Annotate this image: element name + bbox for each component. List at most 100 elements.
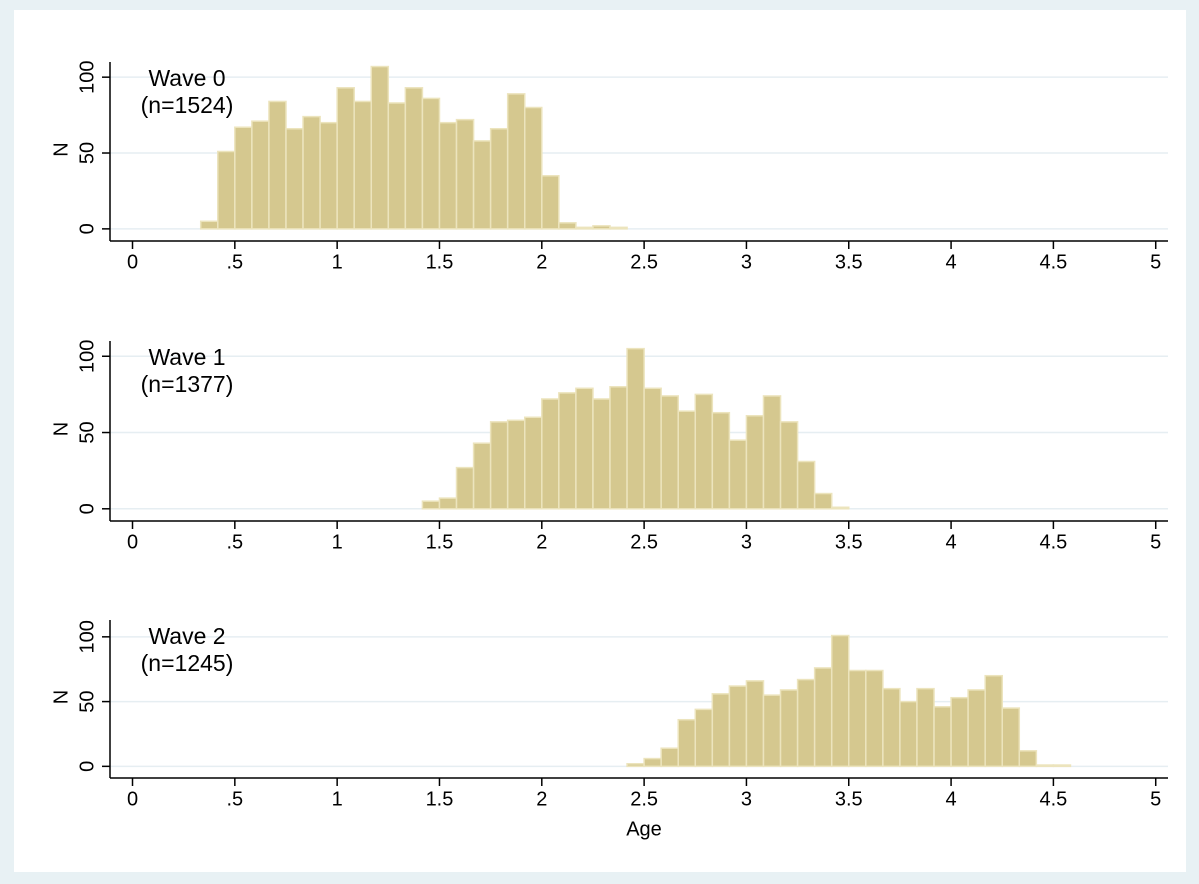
bar <box>1001 707 1021 768</box>
bar <box>1052 764 1072 768</box>
bar <box>302 115 321 230</box>
bar <box>251 120 270 230</box>
x-tick-label: 5 <box>1150 531 1161 553</box>
bar <box>609 386 628 510</box>
y-tick-label: 100 <box>76 60 98 93</box>
bar <box>1035 764 1055 768</box>
x-tick-label: 3 <box>741 251 752 273</box>
x-tick-label: 0 <box>127 788 138 810</box>
bar <box>472 442 492 510</box>
bar <box>489 421 509 510</box>
bar <box>950 696 969 768</box>
bar <box>796 460 816 510</box>
bar <box>796 678 816 768</box>
x-tick-label: 4.5 <box>1039 788 1067 810</box>
x-tick-label: 4.5 <box>1039 251 1067 273</box>
y-axis-title: N <box>50 422 72 436</box>
x-tick-label: 1.5 <box>426 788 454 810</box>
x-tick-label: 4.5 <box>1039 531 1067 553</box>
bar <box>575 387 594 510</box>
y-tick-label: 50 <box>76 690 98 712</box>
bar <box>728 685 748 768</box>
bar <box>217 150 236 230</box>
bar <box>506 93 526 230</box>
bar <box>575 226 594 230</box>
x-tick-label: 2 <box>536 251 547 273</box>
bar <box>558 222 577 230</box>
bar <box>813 667 833 768</box>
y-tick-label: 100 <box>76 340 98 373</box>
x-tick-label: 1.5 <box>426 251 454 273</box>
bar <box>455 466 475 510</box>
bar <box>711 693 731 768</box>
x-tick-label: 1 <box>332 251 343 273</box>
bar <box>813 492 833 510</box>
bar <box>489 127 509 230</box>
bar <box>558 392 577 510</box>
bar <box>643 757 662 768</box>
bar <box>353 100 373 230</box>
bar <box>711 411 731 510</box>
x-tick-label: 0 <box>127 251 138 273</box>
x-tick-label: 3 <box>741 788 752 810</box>
bar <box>745 414 765 510</box>
annotation: (n=1245) <box>141 650 234 676</box>
bar <box>694 393 714 510</box>
bar <box>455 118 475 230</box>
bar <box>677 410 697 510</box>
y-tick-label: 0 <box>76 761 98 772</box>
y-tick-label: 0 <box>76 223 98 234</box>
bar <box>762 395 782 510</box>
x-tick-label: 1.5 <box>426 531 454 553</box>
bar <box>882 687 901 768</box>
bar <box>370 65 390 230</box>
x-tick-label: 2.5 <box>630 251 658 273</box>
x-tick-label: .5 <box>226 531 243 553</box>
bar <box>438 121 458 230</box>
bar <box>234 126 253 230</box>
bar <box>592 398 611 510</box>
bar <box>523 106 543 230</box>
bar <box>916 687 935 768</box>
annotation: (n=1377) <box>141 371 234 397</box>
bar <box>421 97 441 230</box>
bar <box>677 718 697 768</box>
bar <box>506 419 526 510</box>
x-tick-label: .5 <box>226 788 243 810</box>
bar <box>387 102 407 230</box>
bar <box>541 398 560 510</box>
bar <box>779 421 799 510</box>
x-tick-label: 2.5 <box>630 531 658 553</box>
bar <box>660 747 679 768</box>
y-tick-label: 100 <box>76 620 98 653</box>
x-tick-label: 3.5 <box>835 788 863 810</box>
bar <box>694 708 714 768</box>
y-tick-label: 50 <box>76 142 98 164</box>
bar <box>336 87 355 230</box>
x-tick-label: 2 <box>536 531 547 553</box>
annotation: Wave 0 <box>148 65 225 91</box>
bar <box>472 140 492 230</box>
bar <box>609 226 628 230</box>
bar <box>199 220 219 230</box>
bar <box>626 347 645 510</box>
bar <box>967 689 986 768</box>
x-tick-label: 3.5 <box>835 531 863 553</box>
bar <box>285 127 304 230</box>
y-tick-label: 0 <box>76 503 98 514</box>
bar <box>762 694 782 768</box>
bar <box>660 395 679 510</box>
bar <box>523 416 543 510</box>
bar <box>899 700 918 768</box>
bar <box>626 763 645 768</box>
bar <box>421 500 441 510</box>
y-tick-label: 50 <box>76 421 98 443</box>
annotation: (n=1524) <box>141 92 234 118</box>
bar <box>592 225 611 230</box>
bar <box>643 387 662 510</box>
x-tick-label: 5 <box>1150 788 1161 810</box>
bar <box>745 680 765 768</box>
bar <box>933 706 952 768</box>
